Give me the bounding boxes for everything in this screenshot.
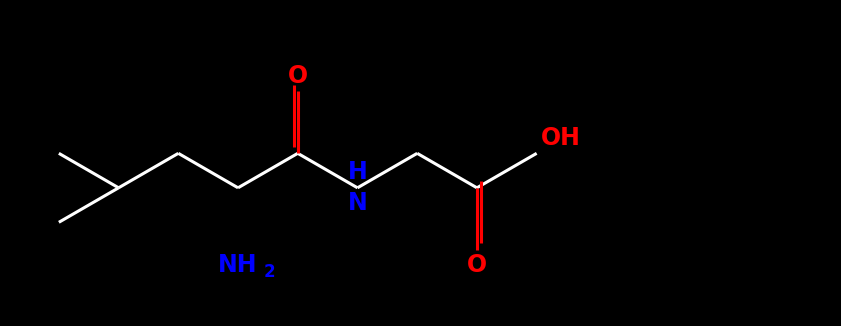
Text: H: H — [347, 160, 368, 185]
Text: OH: OH — [541, 126, 581, 150]
Text: O: O — [288, 64, 308, 88]
Text: NH: NH — [219, 253, 258, 277]
Text: N: N — [347, 191, 368, 215]
Text: O: O — [467, 253, 487, 277]
Text: 2: 2 — [263, 263, 275, 281]
